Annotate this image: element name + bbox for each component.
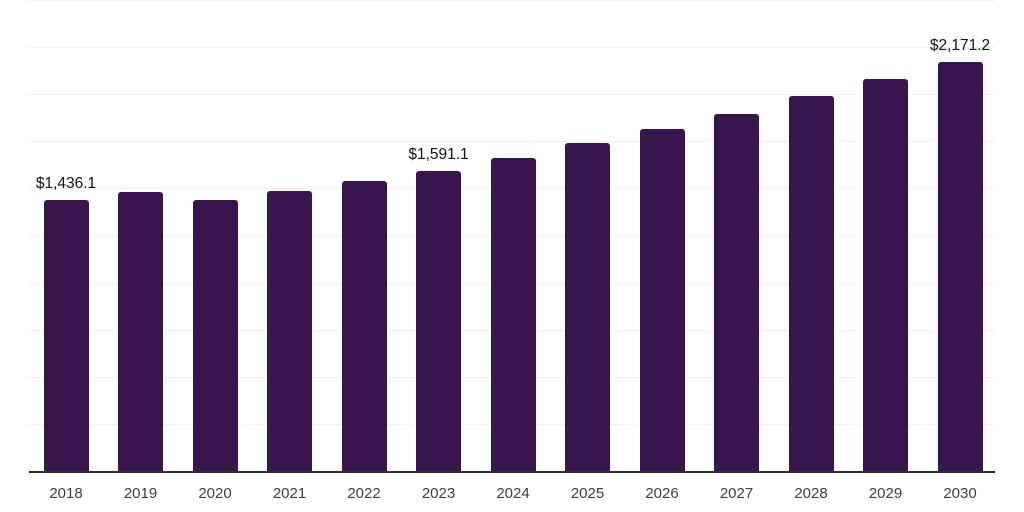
x-tick-label-2025: 2025	[570, 485, 605, 502]
bar-2027[interactable]	[714, 113, 759, 471]
x-tick-label-2019: 2019	[123, 485, 158, 502]
x-tick-label-2018: 2018	[49, 485, 83, 502]
x-tick-label-2027: 2027	[719, 485, 754, 502]
bar-2019[interactable]	[118, 192, 163, 471]
bar-value-label-2030: $2,171.2	[929, 36, 991, 54]
bar-2018[interactable]	[43, 200, 89, 471]
x-tick-label-2021: 2021	[272, 485, 307, 502]
bar-2022[interactable]	[341, 181, 387, 471]
bar-value-label-2023: $1,591.1	[408, 146, 469, 164]
bar-2025[interactable]	[565, 143, 610, 471]
x-tick-label-2020: 2020	[198, 485, 232, 502]
x-tick-label-2026: 2026	[645, 485, 679, 502]
bar-2030[interactable]	[937, 61, 983, 471]
gridline	[29, 141, 995, 143]
x-tick-label-2022: 2022	[347, 485, 381, 502]
x-tick-label-2030: 2030	[943, 485, 977, 502]
bar-2024[interactable]	[490, 158, 536, 471]
plot-area: $1,436.1 $1,591.1 $2,171.2	[29, 0, 995, 471]
bar-2028[interactable]	[788, 96, 834, 471]
gridline	[29, 47, 995, 49]
x-axis-line	[29, 471, 995, 473]
x-tick-label-2023: 2023	[421, 485, 456, 502]
bar-2029[interactable]	[863, 78, 908, 471]
bar-2026[interactable]	[639, 128, 685, 471]
x-tick-label-2029: 2029	[868, 485, 903, 502]
bar-2023[interactable]	[416, 171, 461, 471]
x-tick-label-2028: 2028	[794, 485, 828, 502]
bar-2020[interactable]	[192, 199, 238, 471]
gridline	[29, 0, 995, 1]
gridline	[29, 94, 995, 96]
x-tick-label-2024: 2024	[496, 485, 530, 502]
bar-2021[interactable]	[267, 191, 312, 471]
bar-value-label-2018: $1,436.1	[35, 175, 97, 193]
